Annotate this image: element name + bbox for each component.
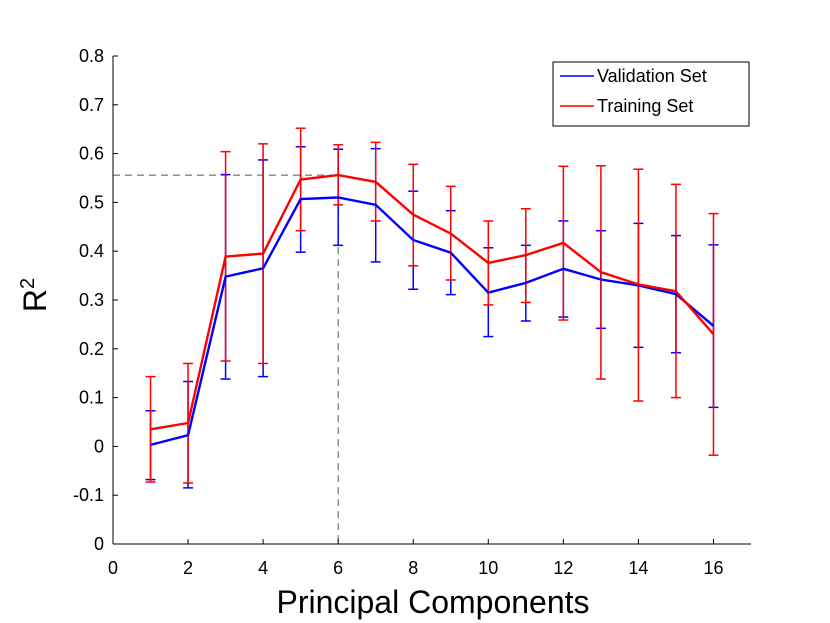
y-axis-title: R2 xyxy=(17,278,53,312)
y-tick-label: 0.3 xyxy=(79,290,104,310)
x-tick-label: 14 xyxy=(628,558,648,578)
y-tick-label: 0.7 xyxy=(79,95,104,115)
x-tick-label: 10 xyxy=(478,558,498,578)
y-tick-label: 0 xyxy=(94,534,104,554)
x-tick-label: 6 xyxy=(333,558,343,578)
errorbar-training-set xyxy=(708,212,719,456)
x-tick-label: 12 xyxy=(553,558,573,578)
y-tick-label: 0.6 xyxy=(79,144,104,164)
x-tick-label: 8 xyxy=(408,558,418,578)
x-axis-title: Principal Components xyxy=(276,584,589,620)
series-line-training-set xyxy=(150,173,715,431)
legend-label-validation: Validation Set xyxy=(597,66,707,86)
y-axis-title-base: R xyxy=(17,289,53,312)
x-ticks: 0 2 4 6 8 10 12 14 16 xyxy=(108,539,723,578)
x-tick-label: 0 xyxy=(108,558,118,578)
x-tick-label: 4 xyxy=(258,558,268,578)
y-axis-title-superscript: 2 xyxy=(17,278,39,289)
series-lines xyxy=(150,173,715,447)
y-tick-label: 0.8 xyxy=(79,46,104,66)
y-tick-label: 0.4 xyxy=(79,241,104,261)
y-tick-label: 0.2 xyxy=(79,339,104,359)
x-tick-label: 16 xyxy=(703,558,723,578)
series-line-validation-set xyxy=(150,196,715,447)
y-tick-label: 0 xyxy=(94,436,104,456)
y-tick-label: 0.5 xyxy=(79,192,104,212)
legend-label-training: Training Set xyxy=(597,96,693,116)
y-tick-label: -0.1 xyxy=(73,485,104,505)
x-tick-label: 2 xyxy=(183,558,193,578)
legend: Validation Set Training Set xyxy=(552,61,750,127)
y-ticks: 0 -0.1 0 0.1 0.2 0.3 0.4 0.5 0.6 0.7 0.8 xyxy=(73,46,118,554)
y-tick-label: 0.1 xyxy=(79,388,104,408)
legend-box xyxy=(552,61,750,127)
